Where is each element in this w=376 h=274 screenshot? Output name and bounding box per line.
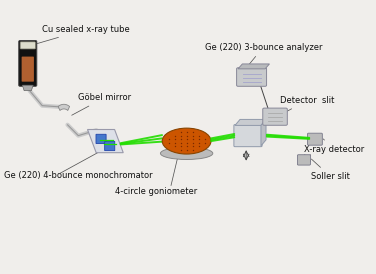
Text: Ge (220) 4-bounce monochromator: Ge (220) 4-bounce monochromator (4, 171, 153, 180)
FancyBboxPatch shape (297, 155, 311, 165)
Polygon shape (22, 85, 33, 91)
Polygon shape (58, 104, 70, 110)
FancyBboxPatch shape (263, 108, 287, 125)
Ellipse shape (162, 128, 211, 154)
Text: Soller slit: Soller slit (311, 159, 350, 181)
FancyBboxPatch shape (234, 125, 262, 147)
Text: X-ray detector: X-ray detector (304, 139, 364, 154)
Text: Detector  slit: Detector slit (280, 96, 335, 113)
FancyBboxPatch shape (96, 134, 106, 144)
Polygon shape (261, 119, 266, 146)
Polygon shape (235, 119, 266, 125)
FancyBboxPatch shape (237, 68, 267, 86)
Text: Cu sealed x-ray tube: Cu sealed x-ray tube (37, 25, 130, 44)
FancyBboxPatch shape (22, 56, 34, 82)
Text: Göbel mirror: Göbel mirror (72, 93, 132, 115)
FancyBboxPatch shape (19, 41, 37, 86)
FancyBboxPatch shape (308, 133, 322, 145)
Ellipse shape (161, 147, 213, 159)
FancyBboxPatch shape (105, 141, 115, 151)
FancyBboxPatch shape (20, 42, 35, 49)
Text: Ge (220) 3-bounce analyzer: Ge (220) 3-bounce analyzer (205, 42, 322, 73)
Polygon shape (238, 64, 270, 69)
Polygon shape (88, 130, 123, 153)
Text: 4-circle goniometer: 4-circle goniometer (115, 187, 197, 196)
